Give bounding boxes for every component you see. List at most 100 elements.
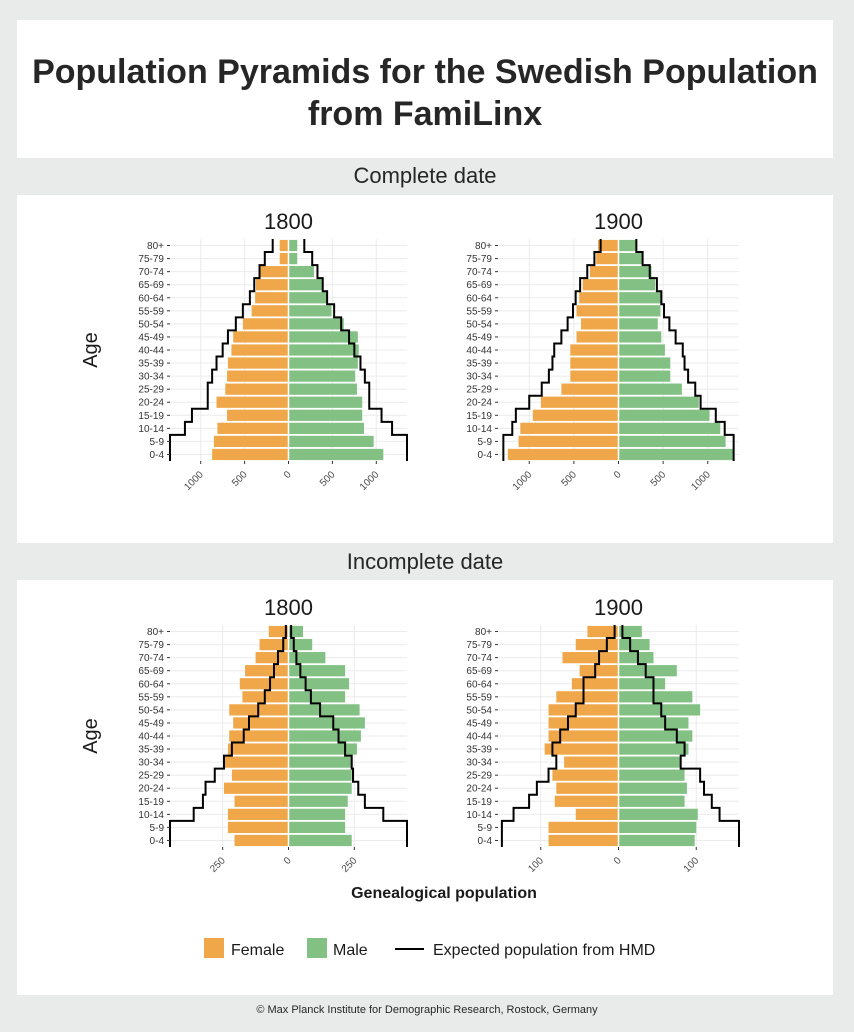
- female-bar-10-14: [217, 422, 289, 434]
- male-bar-45-49: [618, 331, 662, 343]
- y-tick-label: 55-59: [138, 306, 164, 317]
- female-bar-10-14: [520, 422, 619, 434]
- male-bar-25-29: [618, 383, 682, 395]
- y-tick-label: 40-44: [138, 732, 164, 743]
- male-bar-10-14: [618, 808, 698, 820]
- x-tick-label: 0: [612, 855, 624, 867]
- female-bar-30-34: [227, 370, 289, 382]
- male-bar-10-14: [288, 422, 364, 434]
- female-bar-65-69: [256, 279, 289, 291]
- male-bar-5-9: [618, 821, 697, 834]
- male-bar-30-34: [618, 756, 681, 768]
- female-bar-75-79: [596, 252, 619, 265]
- male-bar-20-24: [288, 782, 352, 794]
- male-bar-20-24: [618, 782, 687, 794]
- x-tick-label: 1000: [358, 469, 382, 493]
- female-bar-80+: [597, 239, 619, 252]
- y-tick-label: 5-9: [150, 437, 165, 448]
- male-bar-45-49: [288, 717, 365, 729]
- y-tick-label: 60-64: [466, 293, 492, 304]
- male-bar-40-44: [288, 344, 359, 356]
- male-bar-70-74: [288, 266, 314, 278]
- male-bar-65-69: [618, 279, 656, 291]
- incomplete-date-panel: 0-4 5-9 10-14 15-19 20-24 25-29 30-34 35-39 40-4…: [17, 580, 833, 995]
- x-tick-label: 1000: [689, 469, 713, 493]
- y-tick-label: 80+: [475, 627, 492, 638]
- y-tick-label: 25-29: [466, 385, 492, 396]
- female-bar-65-69: [245, 665, 289, 677]
- title-panel: Population Pyramids for the Swedish Popu…: [17, 20, 833, 158]
- male-bar-45-49: [288, 331, 358, 343]
- male-bar-5-9: [618, 435, 726, 448]
- pyramid-4: 0-4 5-9 10-14 15-19 20-24 25-29 30-34 35-39 40-4…: [466, 595, 740, 875]
- female-bar-45-49: [233, 331, 289, 343]
- y-tick-label: 10-14: [138, 424, 164, 435]
- legend-label-female: Female: [231, 942, 284, 959]
- female-bar-15-19: [532, 409, 619, 421]
- female-bar-5-9: [518, 435, 619, 448]
- male-bar-60-64: [288, 678, 350, 690]
- y-tick-label: 25-29: [138, 771, 164, 782]
- y-tick-label: 35-39: [466, 359, 492, 370]
- female-bar-50-54: [548, 704, 619, 716]
- x-tick-label: 0: [612, 469, 624, 481]
- female-bar-25-29: [231, 769, 289, 781]
- male-bar-65-69: [288, 665, 346, 677]
- male-bar-25-29: [288, 383, 357, 395]
- y-tick-label: 35-39: [138, 745, 164, 756]
- x-tick-label: 100: [682, 855, 702, 875]
- male-bar-10-14: [618, 422, 721, 434]
- female-bar-35-39: [227, 743, 289, 755]
- x-tick-label: 1000: [182, 469, 206, 493]
- legend-label-expected: Expected population from HMD: [433, 942, 655, 959]
- male-bar-80+: [288, 239, 298, 252]
- y-tick-label: 30-34: [466, 372, 492, 383]
- y-tick-label: 45-49: [466, 332, 492, 343]
- chart-title: 1800: [264, 595, 313, 620]
- male-bar-0-4: [288, 448, 384, 461]
- female-bar-45-49: [548, 717, 619, 729]
- female-bar-40-44: [570, 344, 619, 356]
- male-bar-65-69: [618, 665, 677, 677]
- facet-strip-incomplete: Incomplete date: [346, 549, 504, 574]
- pyramid-1: 0-4 5-9 10-14 15-19 20-24 25-29 30-34 35-39 40-4…: [80, 209, 408, 493]
- male-bar-35-39: [288, 743, 357, 755]
- y-tick-label: 70-74: [138, 267, 164, 278]
- male-bar-50-54: [618, 318, 658, 330]
- male-bar-35-39: [618, 357, 671, 369]
- female-bar-40-44: [548, 730, 619, 742]
- x-tick-label: 0: [282, 855, 294, 867]
- legend-label-male: Male: [333, 942, 368, 959]
- main-title-line-2: from FamiLinx: [307, 95, 543, 133]
- x-tick-label: 0: [282, 469, 294, 481]
- y-tick-label: 70-74: [466, 653, 492, 664]
- female-bar-0-4: [234, 834, 289, 847]
- y-tick-label: 40-44: [466, 346, 492, 357]
- male-bar-55-59: [288, 305, 332, 317]
- y-tick-label: 75-79: [138, 640, 164, 651]
- y-tick-label: 20-24: [138, 784, 164, 795]
- y-axis-label: Age: [80, 332, 102, 368]
- y-axis-label: Age: [80, 718, 102, 754]
- male-bar-80+: [618, 625, 642, 638]
- male-bar-75-79: [288, 638, 313, 651]
- male-bar-25-29: [288, 769, 352, 781]
- x-tick-label: 1000: [511, 469, 535, 493]
- legend-swatch-male: [307, 938, 327, 958]
- y-tick-label: 45-49: [138, 718, 164, 729]
- y-tick-label: 55-59: [138, 692, 164, 703]
- x-tick-label: 500: [230, 469, 250, 489]
- female-bar-55-59: [556, 691, 619, 703]
- x-axis-label: Genealogical population: [351, 885, 537, 902]
- female-bar-10-14: [227, 808, 289, 820]
- y-tick-label: 65-69: [466, 666, 492, 677]
- female-bar-20-24: [216, 396, 289, 408]
- y-tick-label: 55-59: [466, 692, 492, 703]
- y-tick-label: 60-64: [138, 293, 164, 304]
- pyramid-3: 0-4 5-9 10-14 15-19 20-24 25-29 30-34 35-39 40-4…: [80, 595, 408, 875]
- male-bar-5-9: [288, 435, 374, 448]
- y-tick-label: 50-54: [466, 705, 492, 716]
- y-tick-label: 80+: [475, 241, 492, 252]
- male-bar-5-9: [288, 821, 346, 834]
- footer-credit: © Max Planck Institute for Demographic R…: [256, 1004, 598, 1016]
